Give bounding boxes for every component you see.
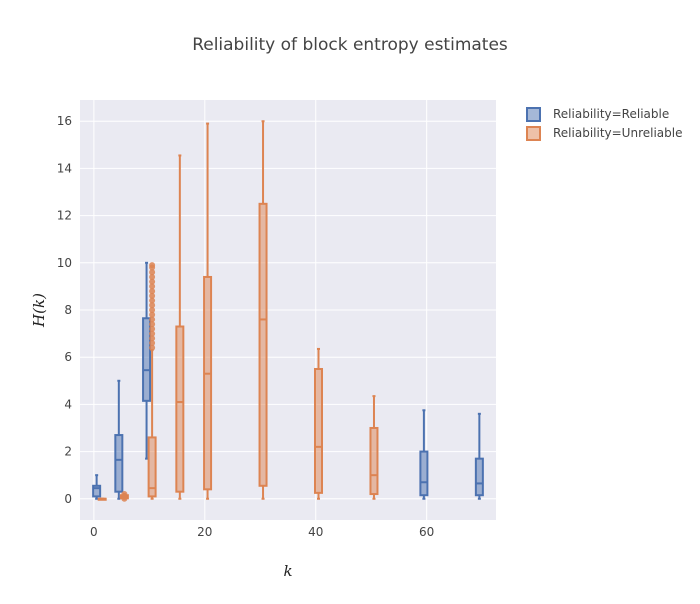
x-tick-label: 0	[90, 525, 98, 539]
box-layer	[92, 120, 484, 502]
legend-swatch	[526, 107, 541, 122]
x-tick-label: 40	[308, 525, 323, 539]
x-tick-label: 60	[419, 525, 434, 539]
outlier-point	[149, 262, 156, 269]
outlier-point	[149, 302, 156, 309]
chart-title: Reliability of block entropy estimates	[192, 35, 508, 55]
outlier-point	[149, 273, 156, 280]
outlier-point	[149, 321, 156, 328]
series-reliable	[92, 261, 484, 500]
outlier-point	[149, 297, 156, 304]
outlier-point	[149, 283, 156, 290]
box-body	[114, 434, 124, 493]
outlier-point	[149, 335, 156, 342]
y-tick-label: 6	[64, 350, 72, 364]
y-tick-label: 0	[64, 492, 72, 506]
y-axis-title: H(k)	[30, 293, 48, 328]
outlier-point	[149, 340, 156, 347]
outlier-point	[149, 307, 156, 313]
x-tick-label: 20	[197, 525, 212, 539]
y-tick-label: 8	[64, 303, 72, 317]
legend[interactable]: Reliability=Reliable Reliability=Unreliab…	[526, 107, 682, 141]
box-body	[258, 202, 268, 487]
legend-item-reliable[interactable]: Reliability=Reliable	[526, 107, 669, 122]
series-unreliable	[97, 120, 379, 502]
outlier-point	[149, 325, 156, 332]
outlier-point	[149, 330, 156, 337]
outlier-point	[149, 344, 156, 351]
box-body	[175, 325, 185, 493]
y-tick-label: 16	[57, 114, 72, 128]
box-body	[147, 436, 157, 498]
box-body	[92, 484, 102, 498]
legend-item-unreliable[interactable]: Reliability=Unreliable	[526, 126, 682, 141]
y-tick-label: 10	[57, 256, 72, 270]
legend-label: Reliability=Unreliable	[553, 126, 682, 140]
y-tick-label: 2	[64, 445, 72, 459]
y-tick-label: 4	[64, 397, 72, 411]
box-body	[474, 457, 484, 497]
x-axis-title: k	[283, 562, 292, 580]
legend-swatch	[526, 126, 541, 141]
outlier-point	[149, 292, 156, 299]
outlier-point	[149, 288, 156, 295]
outlier-point	[149, 278, 156, 285]
box-body	[419, 450, 429, 497]
y-tick-label: 14	[57, 161, 72, 175]
box-body	[142, 317, 152, 402]
box-body	[369, 426, 379, 496]
outlier-point	[121, 491, 128, 498]
tick-layer: 0 2 4 6 8 10 12 14 16 0 20 40 60	[57, 114, 435, 539]
outlier-point	[149, 316, 156, 323]
outlier-point	[149, 269, 156, 276]
legend-label: Reliability=Reliable	[553, 107, 669, 121]
box-body	[203, 275, 213, 491]
box-body	[314, 367, 324, 494]
outlier-point	[149, 311, 156, 318]
y-tick-label: 12	[57, 209, 72, 223]
